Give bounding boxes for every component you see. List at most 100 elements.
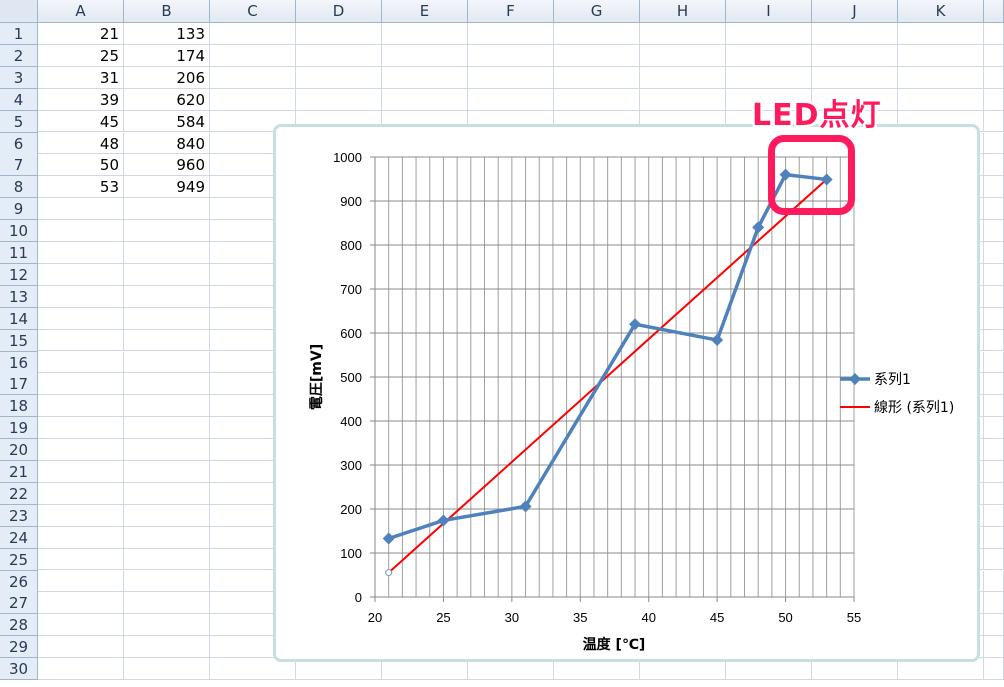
row-header-24[interactable]: 24 (0, 526, 38, 549)
row-header-30[interactable]: 30 (0, 658, 38, 681)
row-header-1[interactable]: 1 (0, 23, 38, 45)
cell[interactable] (640, 23, 726, 45)
cell[interactable] (726, 44, 812, 67)
cell[interactable]: 50 (38, 154, 124, 177)
cell[interactable]: 174 (124, 44, 210, 67)
cell[interactable] (554, 88, 640, 111)
cell[interactable] (38, 636, 124, 659)
row-header-13[interactable]: 13 (0, 285, 38, 308)
column-header-B[interactable]: B (124, 0, 210, 23)
cell[interactable] (38, 220, 124, 242)
row-header-4[interactable]: 4 (0, 88, 38, 111)
cell[interactable] (382, 44, 468, 67)
cell[interactable] (38, 307, 124, 330)
cell[interactable] (38, 592, 124, 615)
cell[interactable] (38, 417, 124, 440)
cell[interactable] (554, 66, 640, 89)
cell[interactable] (468, 88, 554, 111)
cell[interactable] (38, 548, 124, 571)
cell[interactable] (640, 88, 726, 111)
row-header-9[interactable]: 9 (0, 198, 38, 221)
cell[interactable] (382, 88, 468, 111)
cell[interactable] (38, 658, 124, 680)
row-header-10[interactable]: 10 (0, 220, 38, 243)
column-header-K[interactable]: K (898, 0, 984, 23)
cell[interactable] (38, 570, 124, 593)
cell[interactable] (382, 658, 468, 680)
cell[interactable]: 21 (38, 23, 124, 45)
cell[interactable] (898, 658, 984, 680)
cell[interactable] (124, 263, 210, 286)
row-header-6[interactable]: 6 (0, 132, 38, 155)
cell[interactable] (38, 395, 124, 418)
cell[interactable] (812, 23, 898, 45)
cell[interactable] (640, 658, 726, 680)
cell[interactable] (210, 66, 296, 89)
cell[interactable] (38, 526, 124, 549)
cell[interactable] (124, 570, 210, 593)
row-header-15[interactable]: 15 (0, 329, 38, 352)
cell[interactable] (210, 88, 296, 111)
cell[interactable] (468, 44, 554, 67)
row-header-23[interactable]: 23 (0, 504, 38, 527)
cell[interactable]: 840 (124, 132, 210, 155)
cell[interactable] (38, 504, 124, 527)
cell[interactable] (38, 614, 124, 637)
row-header-27[interactable]: 27 (0, 592, 38, 615)
cell[interactable] (382, 23, 468, 45)
cell[interactable] (296, 23, 382, 45)
cell[interactable] (124, 614, 210, 637)
cell[interactable] (726, 23, 812, 45)
column-header-J[interactable]: J (812, 0, 898, 23)
row-header-29[interactable]: 29 (0, 636, 38, 659)
cell[interactable] (124, 285, 210, 308)
cell[interactable]: 133 (124, 23, 210, 45)
cell[interactable] (210, 44, 296, 67)
cell[interactable] (554, 658, 640, 680)
cell[interactable] (382, 66, 468, 89)
cell[interactable] (554, 23, 640, 45)
cell[interactable] (124, 307, 210, 330)
cell[interactable]: 620 (124, 88, 210, 111)
select-all-corner[interactable] (0, 0, 38, 23)
cell[interactable]: 584 (124, 110, 210, 133)
cell[interactable]: 949 (124, 176, 210, 199)
cell[interactable] (898, 44, 984, 67)
cell[interactable] (124, 351, 210, 374)
cell[interactable] (640, 66, 726, 89)
cell[interactable] (296, 88, 382, 111)
cell[interactable] (898, 66, 984, 89)
cell[interactable] (38, 461, 124, 483)
cell[interactable]: 53 (38, 176, 124, 199)
cell[interactable] (640, 44, 726, 67)
cell[interactable] (210, 23, 296, 45)
row-header-28[interactable]: 28 (0, 614, 38, 637)
cell[interactable] (124, 461, 210, 483)
row-header-19[interactable]: 19 (0, 417, 38, 440)
cell[interactable] (898, 88, 984, 111)
row-header-16[interactable]: 16 (0, 351, 38, 374)
cell[interactable] (726, 88, 812, 111)
cell[interactable] (38, 263, 124, 286)
cell[interactable] (124, 417, 210, 440)
cell[interactable] (726, 658, 812, 680)
cell[interactable]: 960 (124, 154, 210, 177)
column-header-H[interactable]: H (640, 0, 726, 23)
column-header-D[interactable]: D (296, 0, 382, 23)
cell[interactable] (812, 658, 898, 680)
cell[interactable] (124, 526, 210, 549)
cell[interactable]: 48 (38, 132, 124, 155)
cell[interactable] (898, 23, 984, 45)
cell[interactable] (812, 88, 898, 111)
cell[interactable] (38, 285, 124, 308)
cell[interactable] (124, 439, 210, 461)
cell[interactable] (124, 242, 210, 264)
cell[interactable] (38, 439, 124, 461)
row-header-20[interactable]: 20 (0, 439, 38, 462)
cell[interactable] (468, 66, 554, 89)
cell[interactable] (468, 23, 554, 45)
column-header-E[interactable]: E (382, 0, 468, 23)
row-header-17[interactable]: 17 (0, 373, 38, 396)
cell[interactable] (812, 44, 898, 67)
cell[interactable]: 25 (38, 44, 124, 67)
